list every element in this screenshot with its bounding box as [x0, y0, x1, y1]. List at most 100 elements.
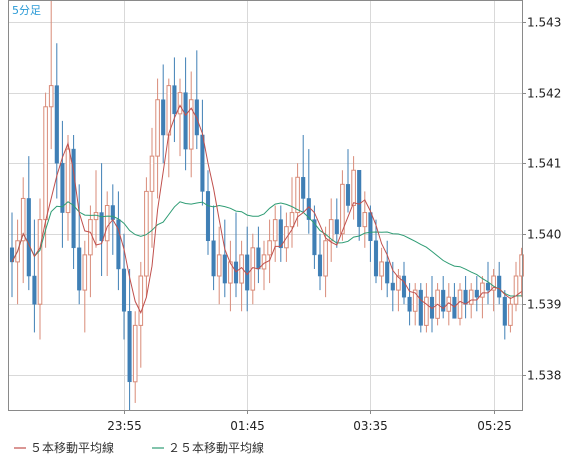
candle	[368, 205, 373, 262]
candle	[250, 233, 256, 305]
candle	[82, 240, 88, 333]
ma5-line	[11, 104, 522, 314]
candle-body-down	[71, 148, 76, 249]
candle	[278, 205, 283, 262]
candle-body-up	[267, 240, 272, 256]
candle	[497, 261, 502, 305]
candle-body-down	[60, 162, 65, 213]
candle	[161, 64, 166, 164]
candle-body-up	[491, 275, 496, 291]
candle	[407, 283, 412, 326]
candle	[429, 276, 435, 333]
candle	[155, 78, 160, 199]
candle-body-up	[261, 254, 267, 270]
candle	[312, 205, 317, 269]
candle	[351, 156, 356, 220]
candle-body-down	[278, 219, 283, 249]
candle	[519, 247, 524, 298]
y-tick-label: 1.541	[527, 157, 561, 171]
candle	[373, 219, 379, 284]
candle	[502, 290, 507, 340]
x-tick-label: 23:55	[107, 419, 142, 433]
candle-body-down	[502, 296, 507, 326]
candle	[328, 198, 334, 262]
candle	[71, 134, 76, 269]
candle-body-down	[121, 268, 127, 312]
candle-body-up	[138, 275, 144, 326]
y-tick-label: 1.539	[527, 298, 561, 312]
candle	[289, 177, 295, 248]
candle-body-up	[468, 289, 474, 305]
candle-body-down	[474, 289, 479, 298]
candle-body-down	[345, 184, 351, 206]
candle-body-up	[289, 212, 295, 228]
candle	[54, 43, 59, 199]
candle-body-down	[183, 92, 188, 150]
candle-body-down	[357, 169, 362, 227]
candle	[99, 163, 104, 277]
candle	[216, 226, 222, 305]
candle	[485, 261, 491, 305]
candle-body-down	[205, 191, 211, 242]
candle	[228, 240, 233, 312]
ma25-line	[11, 201, 522, 297]
candle	[357, 169, 362, 241]
candle-body-down	[390, 282, 395, 291]
candle	[116, 191, 121, 291]
candle-body-down	[116, 219, 121, 270]
candle-body-up	[20, 197, 26, 242]
candle-body-down	[161, 99, 166, 136]
x-tick-label: 01:45	[230, 419, 265, 433]
candle	[508, 297, 513, 333]
candle-body-down	[26, 198, 31, 277]
candle-body-down	[211, 240, 216, 277]
candle	[205, 170, 211, 255]
candle-body-up	[513, 275, 519, 305]
candle-body-down	[407, 296, 412, 312]
y-tick-label: 1.538	[527, 369, 561, 383]
candle	[441, 276, 446, 319]
candle-body-down	[110, 205, 115, 220]
candle	[474, 276, 479, 312]
candle-body-down	[463, 289, 468, 305]
candle-body-down	[127, 311, 132, 383]
candle	[37, 198, 43, 340]
candle	[222, 219, 227, 298]
candle-body-up	[457, 289, 463, 319]
candle-body-up	[362, 212, 368, 228]
candle	[177, 78, 183, 157]
candle	[412, 283, 418, 326]
candle	[149, 127, 155, 248]
candle-body-up	[43, 106, 48, 221]
grid-lines	[9, 1, 522, 410]
candle	[211, 205, 216, 291]
candle-body-down	[418, 289, 423, 326]
candle-body-down	[373, 240, 379, 277]
candle	[65, 134, 71, 241]
x-tick-label: 05:25	[477, 419, 512, 433]
candle-body-down	[222, 254, 227, 284]
candle-body-up	[104, 205, 110, 242]
candle-body-down	[301, 177, 306, 199]
candle	[401, 261, 407, 305]
candle-body-up	[351, 169, 356, 206]
candle-body-up	[396, 275, 401, 291]
candle-body-up	[424, 296, 429, 326]
candle-body-up	[82, 254, 88, 291]
candle-body-up	[340, 183, 345, 235]
candle-body-down	[312, 219, 317, 256]
candle-body-down	[9, 247, 15, 263]
candle-body-down	[385, 261, 390, 284]
candle-body-down	[452, 296, 457, 319]
candle	[468, 283, 474, 319]
candle	[418, 283, 423, 333]
candle	[188, 71, 194, 178]
candle-body-down	[429, 296, 435, 319]
candle-body-down	[334, 219, 339, 234]
candle	[345, 149, 351, 213]
candle	[32, 219, 37, 333]
candle-body-down	[99, 212, 104, 242]
legend-ma5-label: ５本移動平均線	[30, 440, 114, 455]
